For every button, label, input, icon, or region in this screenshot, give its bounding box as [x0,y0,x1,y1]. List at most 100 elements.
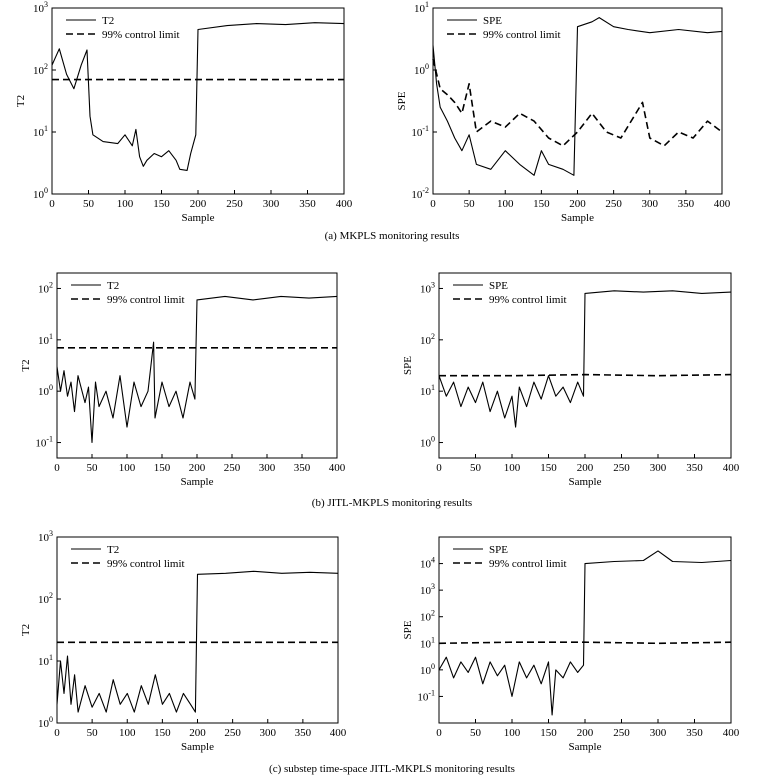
x-tick-label: 300 [263,198,280,210]
x-tick-label: 400 [329,462,346,474]
y-axis-label: SPE [402,620,414,639]
x-tick-label: 350 [686,727,703,739]
x-tick-label: 300 [259,462,276,474]
x-tick-label: 250 [613,462,630,474]
series-line-control-limit [432,58,723,147]
x-axis-label: Sample [181,741,214,753]
legend-label: 99% control limit [489,294,567,306]
x-tick-label: 0 [54,727,60,739]
x-tick-label: 300 [642,198,659,210]
y-tick-label: 103 [420,582,435,597]
y-tick-label: 102 [33,62,48,77]
x-tick-label: 100 [504,727,521,739]
y-axis-label: T2 [15,95,27,107]
series-line-statistic [432,17,723,176]
y-axis-label: SPE [396,91,408,110]
y-tick-label: 101 [33,124,48,139]
y-tick-label: 100 [38,715,53,730]
x-tick-label: 400 [330,727,347,739]
legend-label: SPE [489,544,508,556]
y-tick-label: 101 [420,635,435,650]
x-tick-label: 150 [154,727,171,739]
x-tick-label: 0 [436,727,442,739]
y-tick-label: 100 [420,435,435,450]
x-tick-label: 50 [464,198,476,210]
y-tick-label: 101 [38,332,53,347]
series-line-statistic [438,290,732,428]
y-tick-label: 104 [420,556,435,571]
x-tick-label: 250 [605,198,622,210]
y-tick-label: 10-1 [417,688,435,703]
series-line-statistic [56,295,338,444]
legend-label: 99% control limit [107,294,185,306]
x-tick-label: 100 [504,462,521,474]
x-tick-label: 200 [189,727,206,739]
x-tick-label: 200 [577,727,594,739]
series-line-control-limit [438,641,732,645]
x-tick-label: 200 [189,462,206,474]
legend-label: 99% control limit [102,29,180,41]
x-tick-label: 100 [497,198,514,210]
y-tick-label: 101 [414,0,429,15]
y-tick-label: 103 [420,280,435,295]
x-tick-label: 100 [117,198,134,210]
series-line-statistic [438,550,732,716]
x-tick-label: 50 [87,462,99,474]
chart-c-t2: 0 50 100 150 200 250 300 350 400 100 101 102 103 Samp… [20,529,347,753]
chart-b-spe: 0 50 100 150 200 250 300 350 400 100 101 102 103 Samp… [402,272,740,488]
x-tick-label: 300 [650,462,667,474]
x-tick-label: 350 [294,462,311,474]
y-tick-label: 10-1 [35,435,53,450]
x-tick-label: 0 [49,198,55,210]
x-axis-label: Sample [569,476,602,488]
plot-frame [56,536,339,724]
x-tick-label: 150 [533,198,550,210]
chart-a-t2: 0 50 100 150 200 250 300 350 400 100 101 102 103 Samp… [15,0,353,224]
legend-label: SPE [489,280,508,292]
x-tick-label: 200 [190,198,207,210]
legend-label: T2 [107,280,119,292]
x-tick-label: 250 [224,727,241,739]
x-tick-label: 150 [154,462,171,474]
legend-label: 99% control limit [483,29,561,41]
x-tick-label: 150 [153,198,170,210]
y-tick-label: 102 [38,591,53,606]
caption-c: (c) substep time-space JITL-MKPLS monito… [269,763,515,775]
x-tick-label: 50 [470,462,482,474]
x-tick-label: 50 [83,198,95,210]
y-tick-label: 103 [33,0,48,15]
y-tick-label: 10-2 [411,186,429,201]
x-tick-label: 100 [119,727,136,739]
y-axis-label: T2 [20,359,32,371]
x-tick-label: 350 [686,462,703,474]
x-tick-label: 250 [226,198,243,210]
x-axis-label: Sample [569,741,602,753]
legend-label: 99% control limit [489,558,567,570]
y-axis-label: T2 [20,624,32,636]
y-axis-label: SPE [402,356,414,375]
y-tick-label: 10-1 [411,124,429,139]
charts-canvas: 0 50 100 150 200 250 300 350 400 100 101 102 103 Samp… [15,0,740,753]
x-axis-label: Sample [561,212,594,224]
y-tick-label: 103 [38,529,53,544]
y-tick-label: 102 [38,280,53,295]
x-tick-label: 350 [299,198,316,210]
y-tick-label: 102 [420,332,435,347]
x-tick-label: 150 [540,727,557,739]
y-tick-label: 100 [33,186,48,201]
y-tick-label: 100 [420,662,435,677]
caption-a: (a) MKPLS monitoring results [324,230,460,242]
series-line-statistic [51,22,345,171]
x-tick-label: 400 [723,727,740,739]
x-tick-label: 400 [723,462,740,474]
y-tick-label: 101 [38,653,53,668]
x-tick-label: 350 [678,198,695,210]
legend-label: 99% control limit [107,558,185,570]
x-tick-label: 50 [470,727,482,739]
chart-a-spe: 0 50 100 150 200 250 300 350 400 10-2 10-1 100 101 Sa… [396,0,731,224]
caption-b: (b) JITL-MKPLS monitoring results [311,497,473,509]
legend-label: T2 [102,15,114,27]
x-tick-label: 0 [436,462,442,474]
x-tick-label: 0 [430,198,436,210]
x-axis-label: Sample [181,476,214,488]
